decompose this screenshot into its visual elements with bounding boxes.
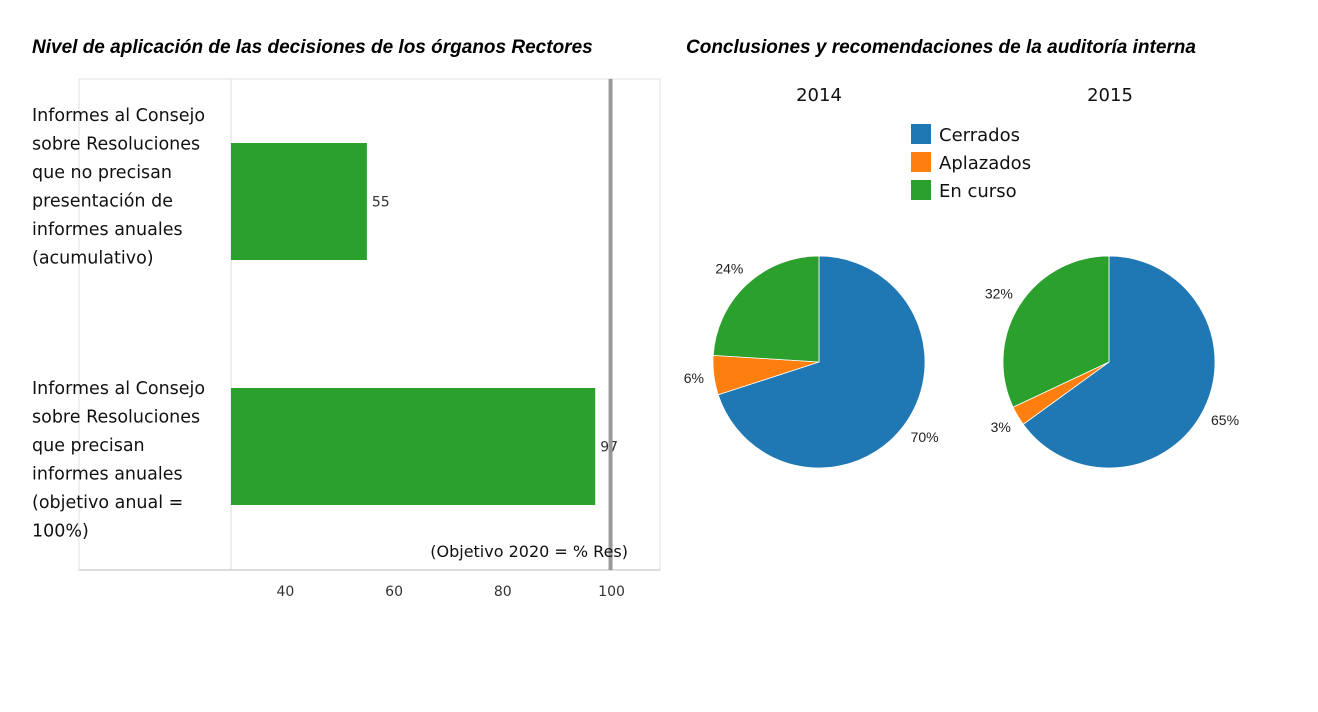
pie-value-label: 65% (1211, 412, 1239, 428)
category-label-line: informes anuales (32, 220, 183, 240)
category-label-line: Informes al Consejo (32, 106, 205, 126)
category-label-line: sobre Resoluciones (32, 408, 200, 428)
category-label-line: que precisan (32, 436, 145, 456)
x-tick-labels: 40 60 80 100 (276, 584, 624, 600)
pie-value-label: 32% (985, 285, 1013, 301)
category-label-line: sobre Resoluciones (32, 135, 200, 155)
pie-2014: 2014 70% 6% 24% (684, 85, 939, 469)
legend-swatch (911, 180, 931, 200)
legend-swatch (911, 124, 931, 144)
pie-group-title: Conclusiones y recomendaciones de la aud… (686, 37, 1196, 58)
x-tick-label: 100 (598, 584, 625, 600)
category-labels: Informes al Consejo sobre Resoluciones que… (32, 106, 205, 542)
category-label-line: 100%) (32, 522, 89, 542)
pie-value-label: 70% (911, 429, 939, 445)
bar-value-label: 55 (372, 195, 390, 211)
legend-entry: En curso (939, 181, 1017, 202)
bar (231, 388, 596, 505)
legend-entry: Cerrados (939, 125, 1020, 146)
x-tick-label: 60 (385, 584, 403, 600)
pie-charts: Conclusiones y recomendaciones de la aud… (684, 37, 1239, 469)
target-label: (Objetivo 2020 = % Res) (430, 542, 628, 561)
category-label-line: (objetivo anual = (32, 493, 183, 513)
pie-2015: 2015 65% 3% 32% (985, 85, 1239, 469)
pie-value-label: 3% (991, 419, 1011, 435)
bar (231, 143, 367, 260)
category-label-line: (acumulativo) (32, 249, 154, 269)
x-tick-label: 40 (276, 584, 294, 600)
category-label-line: Informes al Consejo (32, 379, 205, 399)
pie-title: 2014 (796, 85, 842, 106)
pie-slice (717, 255, 926, 469)
bar-chart-title: Nivel de aplicación de las decisiones de… (32, 37, 593, 58)
category-label-line: presentación de (32, 192, 173, 212)
pies: 2014 70% 6% 24% 2015 65% 3% 32% (684, 85, 1239, 469)
pie-slice (1002, 255, 1110, 408)
category-label-line: que no precisan (32, 163, 172, 183)
bars (231, 143, 596, 505)
pie-value-label: 6% (684, 370, 704, 386)
legend-swatch (911, 152, 931, 172)
x-tick-label: 80 (494, 584, 512, 600)
category-label-line: informes anuales (32, 465, 183, 485)
pie-slice (1022, 255, 1216, 469)
pie-value-label: 24% (715, 261, 743, 277)
bar-chart: Nivel de aplicación de las decisiones de… (32, 37, 661, 600)
pie-title: 2015 (1087, 85, 1133, 106)
pie-slice (712, 255, 820, 363)
legend-entry: Aplazados (939, 153, 1031, 174)
pie-legend: Cerrados Aplazados En curso (911, 124, 1031, 202)
